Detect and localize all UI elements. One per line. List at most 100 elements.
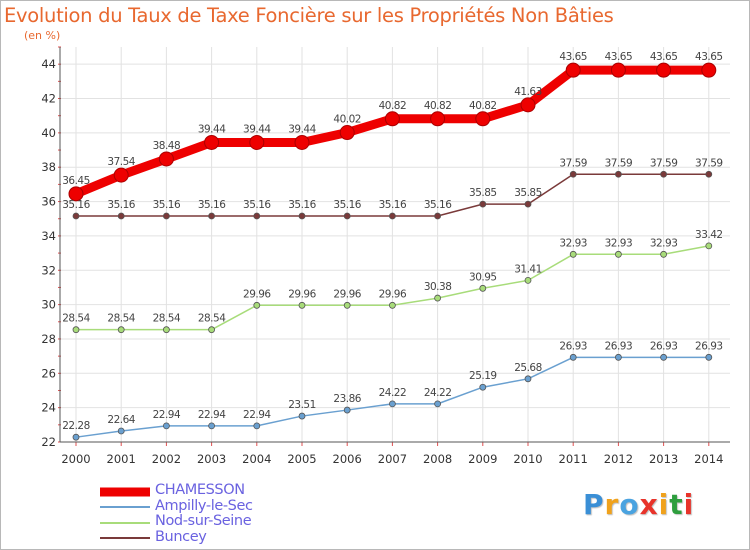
data-point xyxy=(524,200,532,208)
data-label: 35.16 xyxy=(153,199,181,211)
data-point xyxy=(610,62,626,78)
legend-swatch xyxy=(100,537,150,540)
y-tick-label: 40 xyxy=(41,126,56,140)
logo-letter: i xyxy=(683,488,695,521)
logo-letter: t xyxy=(669,488,684,521)
y-tick-label: 42 xyxy=(41,92,56,106)
data-point xyxy=(113,167,129,183)
data-label: 28.54 xyxy=(198,313,226,325)
data-point xyxy=(68,186,84,202)
data-point xyxy=(430,111,446,127)
data-point xyxy=(384,111,400,127)
data-label: 28.54 xyxy=(153,313,181,325)
data-label: 35.85 xyxy=(514,187,542,199)
data-point xyxy=(204,134,220,150)
data-point xyxy=(434,212,442,220)
data-label: 22.94 xyxy=(243,409,271,421)
y-tick-label: 34 xyxy=(41,229,56,243)
y-tick-label: 24 xyxy=(41,401,56,415)
data-label: 33.42 xyxy=(695,229,723,241)
x-tick-label: 2005 xyxy=(287,452,316,466)
data-point xyxy=(72,326,80,334)
data-label: 28.54 xyxy=(62,313,90,325)
data-label: 24.22 xyxy=(379,387,407,399)
x-tick-label: 2000 xyxy=(61,452,90,466)
data-point xyxy=(249,134,265,150)
data-label: 25.19 xyxy=(469,370,497,382)
x-tick-label: 2003 xyxy=(197,452,226,466)
data-point xyxy=(343,212,351,220)
data-point xyxy=(117,427,125,435)
y-tick-label: 32 xyxy=(41,263,56,277)
data-label: 41.63 xyxy=(514,86,542,98)
data-label: 22.94 xyxy=(153,409,181,421)
x-tick-label: 2014 xyxy=(694,452,723,466)
data-point xyxy=(656,62,672,78)
data-label: 37.59 xyxy=(650,157,678,169)
data-point xyxy=(524,375,532,383)
x-tick-label: 2009 xyxy=(468,452,497,466)
data-label: 39.44 xyxy=(243,123,271,135)
x-tick-label: 2008 xyxy=(423,452,452,466)
data-point xyxy=(298,301,306,309)
data-label: 43.65 xyxy=(605,51,633,63)
data-point xyxy=(339,125,355,141)
x-tick-label: 2010 xyxy=(513,452,542,466)
data-point xyxy=(162,326,170,334)
data-label: 29.96 xyxy=(243,288,271,300)
data-label: 26.93 xyxy=(605,340,633,352)
data-point xyxy=(615,170,622,178)
data-label: 26.93 xyxy=(559,340,587,352)
data-label: 35.16 xyxy=(198,199,226,211)
data-label: 22.64 xyxy=(107,414,135,426)
legend-label: CHAMESSON xyxy=(155,482,245,498)
data-point xyxy=(388,400,396,408)
data-point xyxy=(565,62,581,78)
data-label: 29.96 xyxy=(379,288,407,300)
data-label: 26.93 xyxy=(695,340,723,352)
data-label: 22.94 xyxy=(198,409,226,421)
data-point xyxy=(253,301,261,309)
data-label: 31.41 xyxy=(514,263,542,275)
data-label: 35.16 xyxy=(107,199,135,211)
y-tick-label: 22 xyxy=(41,435,56,449)
data-point xyxy=(117,326,125,334)
data-label: 37.54 xyxy=(107,156,135,168)
data-point xyxy=(615,250,622,258)
data-point xyxy=(294,134,310,150)
legend-label: Nod-sur-Seine xyxy=(155,513,252,529)
data-label: 43.65 xyxy=(559,51,587,63)
data-point xyxy=(569,170,577,178)
data-label: 35.16 xyxy=(424,199,452,211)
logo-letter: o xyxy=(619,488,640,521)
data-point xyxy=(705,170,713,178)
data-label: 35.16 xyxy=(288,199,316,211)
data-label: 37.59 xyxy=(695,157,723,169)
data-point xyxy=(298,412,306,420)
y-tick-label: 36 xyxy=(41,195,56,209)
data-point xyxy=(479,284,487,292)
data-label: 30.95 xyxy=(469,271,497,283)
data-label: 39.44 xyxy=(198,123,226,135)
data-point xyxy=(660,170,667,178)
legend-swatch xyxy=(100,521,150,524)
data-label: 29.96 xyxy=(288,288,316,300)
data-label: 37.59 xyxy=(605,157,633,169)
data-label: 32.93 xyxy=(605,237,633,249)
data-point xyxy=(253,212,261,220)
data-label: 35.16 xyxy=(379,199,407,211)
y-tick-label: 44 xyxy=(41,57,56,71)
legend-label: Buncey xyxy=(155,528,207,545)
data-point xyxy=(208,422,216,430)
data-label: 35.16 xyxy=(333,199,361,211)
data-label: 43.65 xyxy=(695,51,723,63)
data-point xyxy=(72,433,80,441)
data-label: 37.59 xyxy=(559,157,587,169)
y-tick-label: 26 xyxy=(41,366,56,380)
data-point xyxy=(208,212,216,220)
data-label: 25.68 xyxy=(514,362,542,374)
data-point xyxy=(660,250,667,258)
data-point xyxy=(569,353,577,361)
data-point xyxy=(660,353,667,361)
data-point xyxy=(434,294,442,302)
